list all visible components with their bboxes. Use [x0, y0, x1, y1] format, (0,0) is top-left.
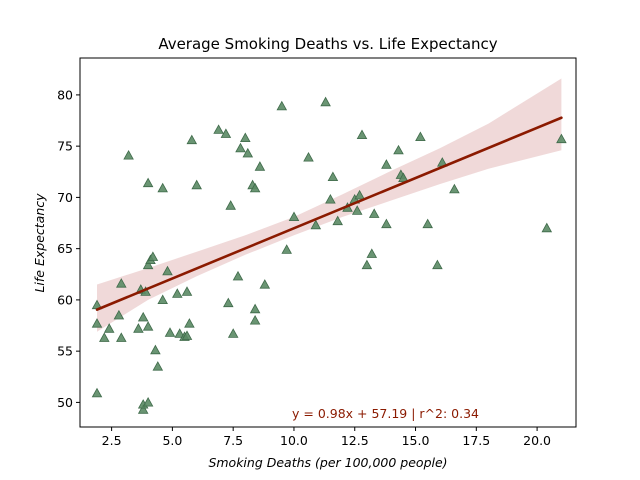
data-point [556, 133, 567, 144]
data-point [325, 193, 336, 204]
data-point [354, 189, 365, 200]
data-point [366, 248, 378, 258]
data-point [152, 361, 164, 371]
data-point [123, 149, 134, 160]
data-point [249, 182, 261, 193]
data-point [99, 332, 110, 342]
data-point [351, 205, 363, 215]
data-point [157, 294, 168, 305]
data-point [186, 134, 198, 145]
data-point [381, 218, 392, 229]
x-tick-label: 20.0 [523, 433, 551, 448]
data-point [184, 318, 195, 328]
confidence-band [97, 78, 562, 332]
data-point [432, 259, 443, 270]
x-axis-label: Smoking Deaths (per 100,000 people) [208, 455, 447, 470]
data-point [191, 179, 202, 190]
data-point [227, 328, 239, 338]
data-point [242, 147, 254, 158]
y-tick-label: 75 [57, 139, 73, 154]
chart-title: Average Smoking Deaths vs. Life Expectan… [158, 35, 497, 53]
data-point [172, 288, 183, 298]
data-point [103, 323, 115, 333]
data-point [147, 251, 159, 261]
plot-frame [79, 57, 577, 428]
data-point [368, 208, 380, 218]
regression-annotation: y = 0.98x + 57.19 | r^2: 0.34 [292, 406, 479, 421]
data-point [116, 332, 127, 342]
data-point [249, 314, 261, 325]
x-tick-label: 15.0 [402, 433, 430, 448]
data-point [142, 321, 154, 331]
data-point [213, 124, 224, 134]
data-point [303, 151, 314, 162]
x-tick-label: 2.5 [102, 433, 122, 448]
data-point [240, 132, 251, 143]
data-point [91, 387, 103, 398]
data-point [91, 318, 103, 328]
y-tick-label: 80 [57, 87, 73, 102]
data-point [181, 330, 193, 340]
regression-line [95, 116, 563, 311]
y-tick-label: 70 [57, 190, 73, 205]
data-point [541, 222, 553, 233]
data-point [449, 183, 460, 194]
y-tick-label: 55 [57, 344, 73, 359]
data-point [174, 328, 185, 338]
data-point [361, 259, 373, 270]
data-point [142, 396, 154, 407]
data-point [249, 303, 261, 314]
data-point [393, 144, 404, 155]
data-point [220, 128, 232, 138]
data-point [157, 182, 168, 193]
confidence-band-layer [97, 78, 562, 332]
x-tick-label: 7.5 [223, 433, 243, 448]
x-tick-label: 17.5 [462, 433, 490, 448]
data-point [422, 218, 433, 229]
data-point [137, 311, 149, 322]
data-point [276, 100, 288, 111]
data-point [164, 327, 176, 337]
data-point [142, 259, 154, 270]
data-point [232, 270, 244, 281]
data-point [223, 297, 234, 308]
data-point [288, 211, 300, 222]
y-tick-label: 65 [57, 241, 73, 256]
regression-line-layer [95, 116, 563, 311]
data-point [356, 129, 368, 140]
data-point [225, 200, 236, 210]
data-point [310, 219, 322, 230]
y-tick-label: 50 [57, 395, 73, 410]
data-point [137, 404, 149, 414]
x-tick-label: 12.5 [341, 433, 369, 448]
data-point [398, 172, 409, 183]
data-point [281, 244, 292, 254]
data-point [327, 171, 339, 182]
y-tick-label: 60 [57, 292, 73, 307]
data-point [113, 309, 125, 320]
data-point [254, 161, 266, 171]
data-point [332, 215, 343, 226]
data-point [162, 265, 173, 276]
data-point [381, 159, 392, 169]
data-point [259, 279, 271, 289]
data-point [133, 323, 144, 333]
data-point [235, 142, 246, 153]
data-point [181, 286, 193, 296]
y-axis-label: Life Expectancy [32, 193, 47, 293]
x-tick-label: 10.0 [280, 433, 308, 448]
data-point [150, 344, 161, 355]
axes-layer: 2.5 5.0 7.5 10.0 12.5 15.0 17.5 20.0 50 55 60 65 70 7… [57, 57, 577, 448]
data-point [415, 131, 426, 142]
data-point [116, 278, 127, 288]
data-point [142, 177, 154, 188]
data-point [320, 96, 331, 107]
x-tick-label: 5.0 [162, 433, 182, 448]
